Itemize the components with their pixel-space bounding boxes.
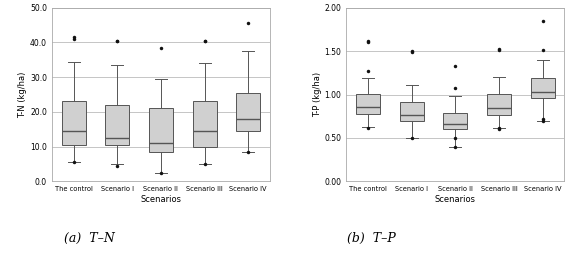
Text: (a)  T–N: (a) T–N (64, 232, 115, 245)
PathPatch shape (444, 113, 467, 129)
PathPatch shape (530, 78, 555, 98)
PathPatch shape (192, 102, 217, 147)
Text: (b)  T–P: (b) T–P (347, 232, 396, 245)
PathPatch shape (487, 94, 511, 115)
X-axis label: Scenarios: Scenarios (435, 195, 476, 204)
Y-axis label: T-P (kg/ha): T-P (kg/ha) (313, 72, 322, 117)
PathPatch shape (356, 94, 380, 114)
PathPatch shape (236, 93, 260, 131)
PathPatch shape (149, 109, 173, 152)
PathPatch shape (62, 102, 86, 145)
Y-axis label: T-N (kg/ha): T-N (kg/ha) (18, 71, 27, 118)
X-axis label: Scenarios: Scenarios (141, 195, 181, 204)
PathPatch shape (105, 105, 129, 145)
PathPatch shape (400, 102, 424, 121)
